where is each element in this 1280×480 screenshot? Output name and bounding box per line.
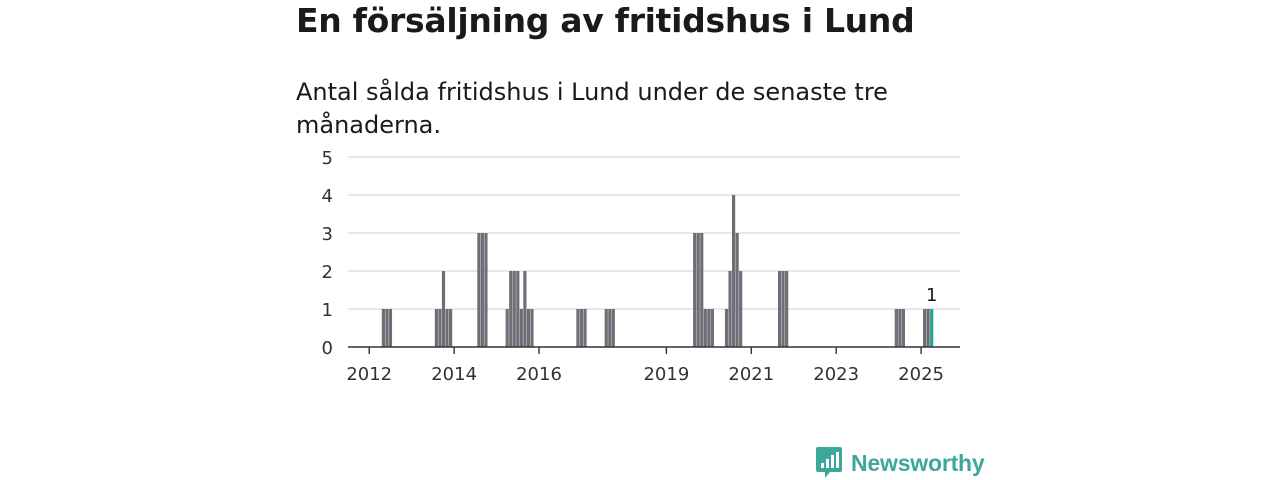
x-tick-label: 2025	[898, 364, 944, 385]
x-tick-label: 2016	[516, 364, 562, 385]
bar	[608, 309, 612, 347]
bar	[516, 271, 520, 347]
brand-name: Newsworthy	[851, 449, 985, 476]
bar	[385, 309, 389, 347]
bar	[739, 271, 743, 347]
y-tick-label: 3	[322, 224, 333, 245]
bar	[526, 309, 531, 347]
y-tick-label: 2	[322, 262, 333, 283]
bar	[519, 309, 523, 347]
bar	[434, 309, 439, 347]
x-tick-label: 2019	[643, 364, 689, 385]
bar	[480, 233, 485, 347]
bar	[781, 271, 785, 347]
x-tick-label: 2012	[346, 364, 392, 385]
data-label: 1	[926, 285, 937, 306]
bar	[700, 233, 704, 347]
bar	[724, 309, 729, 347]
bar	[579, 309, 584, 347]
chart-subtitle: Antal sålda fritidshus i Lund under de s…	[296, 78, 888, 139]
bar	[448, 309, 453, 347]
bar	[512, 271, 516, 347]
bar	[732, 195, 736, 347]
highlight-bar	[930, 309, 934, 347]
bar	[707, 309, 711, 347]
newsworthy-logo-icon	[816, 447, 842, 478]
y-tick-label: 0	[322, 338, 333, 359]
bar	[785, 271, 789, 347]
bar	[728, 271, 732, 347]
bar	[505, 309, 509, 347]
brand-logo: Newsworthy	[815, 446, 985, 480]
bar	[693, 233, 697, 347]
bar	[735, 233, 739, 347]
bar	[530, 309, 534, 347]
bar	[710, 309, 714, 347]
y-tick-label: 5	[322, 148, 333, 169]
bar	[696, 233, 700, 347]
bar	[901, 309, 905, 347]
bar	[898, 309, 902, 347]
bar	[926, 309, 930, 347]
bar	[381, 309, 385, 347]
bar	[388, 309, 393, 347]
y-tick-label: 4	[322, 186, 333, 207]
bar	[441, 271, 446, 347]
bar-chart: 0 1 2 3 4 5 1 2012 2014 2016 2019 2021 2023 2025	[322, 148, 960, 385]
bar	[894, 309, 898, 347]
bar	[438, 309, 442, 347]
bar	[509, 271, 513, 347]
bar	[611, 309, 615, 347]
x-tick-label: 2021	[728, 364, 774, 385]
bar	[576, 309, 580, 347]
x-tick-label: 2014	[431, 364, 477, 385]
bar	[523, 271, 527, 347]
bar	[445, 309, 449, 347]
y-tick-label: 1	[322, 300, 333, 321]
bar	[703, 309, 707, 347]
chart-title: En försäljning av fritidshus i Lund	[296, 1, 915, 40]
bar	[484, 233, 488, 347]
bar	[777, 271, 782, 347]
bar	[604, 309, 608, 347]
bar	[477, 233, 481, 347]
x-tick-label: 2023	[813, 364, 859, 385]
bar	[923, 309, 927, 347]
bar	[583, 309, 587, 347]
